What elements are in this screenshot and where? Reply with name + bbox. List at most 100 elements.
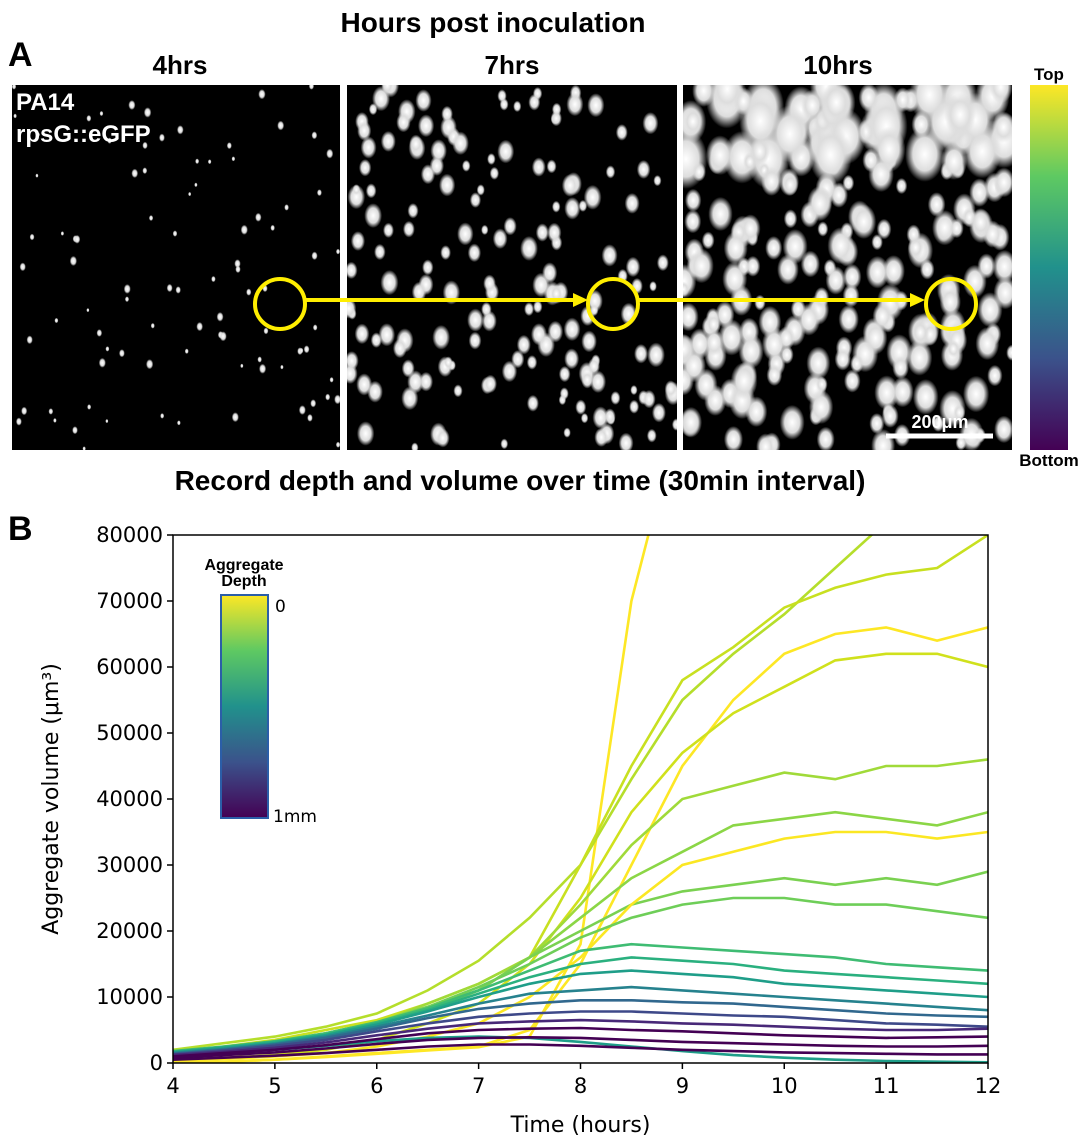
cell: [364, 203, 383, 228]
cell: [36, 132, 40, 137]
cell: [653, 174, 662, 187]
cell: [850, 354, 864, 374]
cell: [892, 355, 909, 380]
cell: [718, 319, 745, 356]
cell: [932, 414, 945, 432]
cell: [754, 294, 766, 311]
colorbar-label: Bottom: [1019, 451, 1078, 470]
cell: [689, 248, 714, 284]
cell: [782, 173, 799, 196]
colorbar-title: Aggregate: [204, 557, 283, 574]
cell: [396, 112, 411, 133]
cell-group: [12, 85, 340, 450]
cell: [590, 304, 599, 317]
colorbar-label: 0: [275, 597, 286, 617]
cell: [779, 404, 805, 440]
cell: [872, 126, 906, 173]
cell: [760, 166, 782, 196]
cell: [481, 301, 492, 317]
cell: [708, 196, 733, 232]
cell: [177, 420, 181, 426]
cell: [817, 221, 829, 237]
cell: [207, 159, 212, 165]
cell: [35, 173, 39, 178]
x-tick-label: 11: [873, 1074, 900, 1098]
cell: [630, 385, 638, 396]
x-axis-label: Time (hours): [510, 1113, 651, 1138]
cell: [257, 356, 262, 363]
cell: [246, 288, 252, 296]
panel-a-title: Hours post inoculation: [341, 7, 646, 38]
cell-group: [683, 85, 1012, 450]
cell: [993, 167, 1012, 198]
cell: [777, 254, 799, 285]
cell: [298, 405, 306, 415]
cell: [325, 393, 331, 401]
cell: [326, 148, 334, 159]
cell: [401, 359, 415, 378]
cell: [580, 412, 589, 424]
cell: [1006, 344, 1012, 361]
cell: [895, 177, 908, 195]
cell: [255, 212, 262, 222]
cell: [380, 269, 399, 296]
cell: [624, 192, 640, 214]
cell: [566, 92, 584, 117]
cell: [86, 114, 92, 122]
cell: [530, 323, 547, 346]
cell: [625, 256, 641, 278]
cell: [476, 184, 485, 196]
cell: [311, 251, 318, 261]
cell: [360, 136, 377, 159]
cell: [535, 223, 549, 242]
colorbar: [1030, 85, 1068, 450]
cell: [987, 364, 1003, 387]
cell: [664, 380, 677, 398]
cell: [481, 224, 489, 236]
cell: [783, 209, 798, 229]
cell: [526, 355, 538, 370]
cell: [370, 332, 382, 348]
cell: [558, 365, 571, 383]
y-axis-label: Aggregate volume (μm³): [39, 663, 64, 935]
cell: [123, 284, 131, 294]
cell: [432, 324, 451, 350]
cell: [953, 404, 966, 421]
cell: [684, 188, 702, 212]
cell: [564, 197, 581, 220]
series-line: [173, 1018, 988, 1057]
x-tick-label: 4: [166, 1074, 179, 1098]
cell: [692, 162, 706, 182]
cell: [766, 364, 783, 386]
cell: [526, 394, 539, 412]
cell: [592, 406, 609, 429]
cell: [231, 156, 236, 162]
cell: [443, 356, 453, 369]
cell: [54, 317, 59, 324]
cell: [105, 346, 110, 352]
cell: [909, 85, 950, 123]
series-line: [173, 1026, 988, 1058]
cell: [143, 107, 152, 118]
cell: [226, 142, 232, 150]
cell: [411, 281, 427, 303]
cell: [842, 263, 862, 290]
cell: [765, 236, 783, 260]
cell: [520, 235, 538, 261]
cell: [347, 298, 357, 319]
cell: [258, 89, 266, 100]
x-tick-label: 8: [574, 1074, 587, 1098]
series-line: [173, 1035, 988, 1059]
plot-frame: [172, 534, 989, 1064]
cell: [992, 111, 1012, 143]
cell: [865, 255, 890, 289]
cell: [415, 89, 432, 112]
cell: [457, 222, 474, 246]
cell: [797, 303, 821, 336]
cell: [834, 347, 851, 371]
cell: [563, 317, 581, 342]
cell: [499, 98, 509, 111]
series-line: [173, 652, 988, 1061]
y-tick-label: 60000: [96, 655, 163, 679]
y-tick-label: 20000: [96, 919, 163, 943]
